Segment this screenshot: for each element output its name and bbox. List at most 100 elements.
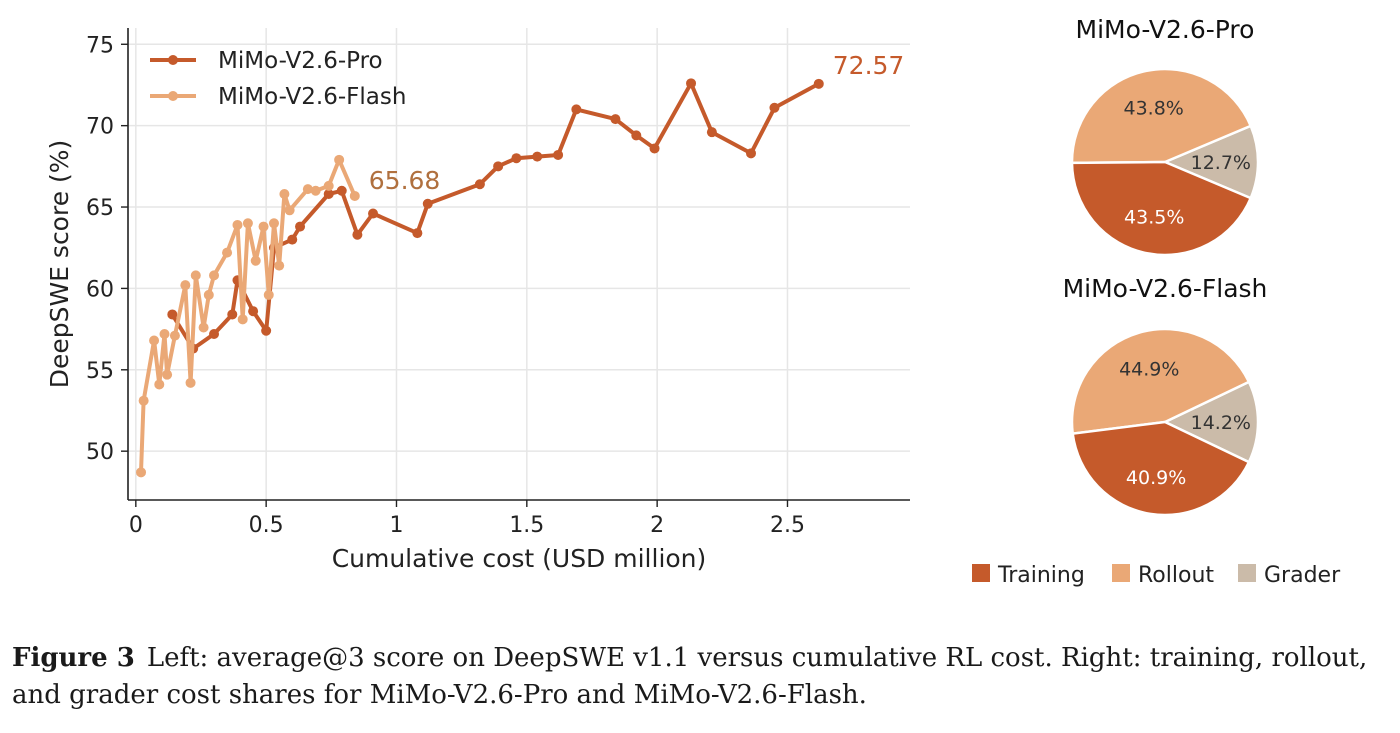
pie-slice-label: 40.9%: [1126, 467, 1186, 489]
data-point: [336, 185, 347, 196]
data-point: [323, 189, 334, 200]
pie-slice: [1071, 420, 1251, 517]
data-point: [553, 149, 564, 160]
data-point: [209, 270, 220, 281]
x-tick-label: 2.5: [770, 513, 805, 538]
data-point: [745, 148, 756, 159]
data-point: [203, 289, 214, 300]
data-point: [610, 114, 621, 125]
data-point: [511, 153, 522, 164]
series-end-label: 72.57: [833, 51, 905, 80]
data-point: [769, 102, 780, 113]
x-tick-label: 1.5: [509, 513, 544, 538]
data-point: [227, 309, 238, 320]
y-tick-label: 50: [86, 440, 114, 465]
x-axis-label: Cumulative cost (USD million): [332, 544, 707, 573]
y-tick-label: 75: [86, 33, 114, 58]
caption-text: Left: average@3 score on DeepSWE v1.1 ve…: [12, 643, 1368, 710]
legend-label: Training: [997, 563, 1085, 588]
legend-label: Grader: [1264, 563, 1341, 588]
data-point: [149, 335, 160, 346]
data-point: [242, 218, 253, 229]
data-point: [185, 377, 196, 388]
legend-marker: [168, 91, 178, 101]
data-point: [136, 467, 147, 478]
data-point: [261, 325, 272, 336]
data-point: [474, 179, 485, 190]
pie-slice-label: 44.9%: [1119, 358, 1179, 380]
data-point: [631, 130, 642, 141]
data-point: [686, 78, 697, 89]
pie-title: MiMo-V2.6-Pro: [1076, 15, 1255, 44]
data-point: [169, 330, 180, 341]
legend-marker: [168, 55, 178, 65]
series-end-label: 65.68: [369, 166, 441, 195]
grid-lines: [128, 28, 910, 500]
data-point: [159, 328, 170, 339]
legend-swatch: [972, 564, 990, 582]
data-point: [287, 234, 298, 245]
y-tick-label: 55: [86, 359, 114, 384]
y-axis-label: DeepSWE score (%): [45, 140, 74, 389]
pie-slice-label: 14.2%: [1191, 412, 1251, 434]
pie-legend: Training Rollout Grader: [972, 563, 1341, 588]
pie-slice: [1162, 380, 1260, 464]
data-point: [532, 151, 543, 162]
pie-title: MiMo-V2.6-Flash: [1063, 274, 1268, 303]
x-tick-label: 1: [389, 513, 403, 538]
data-point: [198, 322, 209, 333]
data-point: [268, 218, 279, 229]
data-point: [167, 309, 178, 320]
data-point: [274, 260, 285, 271]
legend-swatch: [1112, 564, 1130, 582]
caption-label: Figure 3: [12, 643, 135, 673]
data-point: [180, 280, 191, 291]
x-tick-label: 0: [129, 513, 143, 538]
data-point: [352, 229, 363, 240]
y-tick-label: 60: [86, 277, 114, 302]
data-point: [349, 190, 360, 201]
pie-slice-label: 12.7%: [1191, 152, 1251, 174]
legend-swatch: [1238, 564, 1256, 582]
legend-label: Rollout: [1138, 563, 1214, 588]
data-point: [222, 247, 233, 258]
pie-slice-label: 43.8%: [1124, 97, 1184, 119]
data-point: [248, 306, 259, 317]
data-point: [422, 198, 433, 209]
data-point: [232, 219, 243, 230]
pie-slice-label: 43.5%: [1124, 207, 1184, 229]
data-point: [295, 221, 306, 232]
data-point: [571, 104, 582, 115]
data-point: [412, 228, 423, 239]
pie-slice: [1161, 124, 1260, 200]
y-tick-label: 70: [86, 115, 114, 140]
pie-slice: [1070, 160, 1253, 257]
figure-caption: Figure 3 Left: average@3 score on DeepSWE…: [12, 640, 1392, 714]
data-point: [250, 255, 261, 266]
pie-flash: MiMo-V2.6-Flash 14.2% 44.9% 40.9%: [1063, 274, 1268, 517]
data-point: [334, 154, 345, 165]
data-point: [258, 221, 269, 232]
legend-label: MiMo-V2.6-Flash: [218, 84, 406, 110]
series-flash: 65.68: [136, 154, 441, 478]
figure-canvas: 0 0.5 1 1.5 2 2.5 50 55 60 65 70 75 Cumulative cost …: [45, 15, 1341, 588]
data-point: [813, 78, 824, 89]
data-point: [209, 328, 220, 339]
pie-pro: MiMo-V2.6-Pro 12.7% 43.8% 43.5%: [1070, 15, 1260, 257]
data-point: [162, 369, 173, 380]
data-point: [237, 314, 248, 325]
data-point: [706, 127, 717, 138]
data-point: [279, 189, 290, 200]
data-point: [284, 205, 295, 216]
line-legend: MiMo-V2.6-Pro MiMo-V2.6-Flash: [150, 48, 406, 110]
data-point: [493, 161, 504, 172]
data-point: [190, 270, 201, 281]
series-line: [170, 81, 821, 351]
data-point: [368, 208, 379, 219]
data-point: [649, 143, 660, 154]
x-tick-label: 0.5: [249, 513, 284, 538]
y-tick-label: 65: [86, 196, 114, 221]
x-tick-label: 2: [650, 513, 664, 538]
data-point: [310, 185, 321, 196]
data-point: [263, 289, 274, 300]
